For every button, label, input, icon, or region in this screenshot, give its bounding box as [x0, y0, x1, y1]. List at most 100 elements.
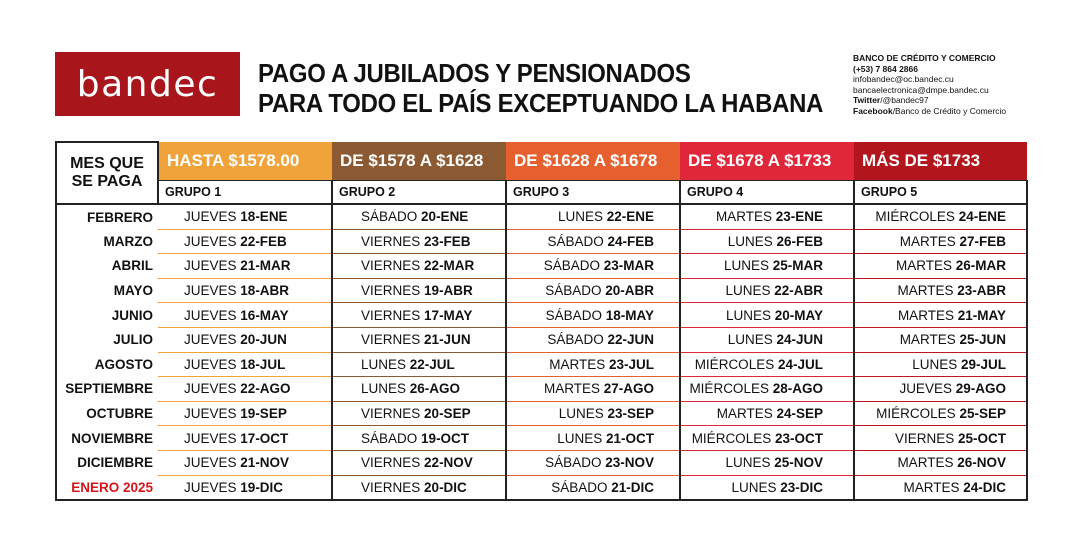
email-electronic: bancaelectronica@dmpe.bandec.cu	[853, 84, 989, 95]
email-info: infobandec@oc.bandec.cu	[853, 74, 954, 84]
payment-date: 26-AGO	[409, 381, 461, 397]
weekday: LUNES	[725, 455, 771, 471]
payment-date: 21-MAR	[240, 258, 291, 274]
payment-date-cell: JUEVES 20-JUN	[158, 327, 332, 353]
weekday: SÁBADO	[547, 332, 604, 348]
group-header-row: GRUPO 1 GRUPO 2 GRUPO 3 GRUPO 4 GRUPO 5	[56, 180, 1028, 205]
month-cell: NOVIEMBRE	[55, 425, 158, 451]
table-row: AGOSTO JUEVES 18-JUL LUNES 22-JUL MARTES 23…	[55, 352, 1028, 378]
table-row: ENERO 2025 JUEVES 19-DIC VIERNES 20-DIC SÁB…	[55, 475, 1028, 502]
payment-date-cell: JUEVES 17-OCT	[158, 425, 332, 451]
weekday: MARTES	[897, 455, 954, 471]
payment-date: 22-ABR	[774, 283, 823, 299]
range-header-grupo-4: DE $1678 A $1733	[680, 142, 854, 181]
weekday: VIERNES	[894, 430, 955, 446]
payment-date-cell: MARTES 24-DIC	[853, 475, 1028, 502]
group-label-4: GRUPO 4	[679, 180, 854, 205]
month-cell: AGOSTO	[55, 352, 158, 377]
page-title: PAGO A JUBILADOS Y PENSIONADOS PARA TODO…	[258, 58, 823, 118]
payment-date-cell: SÁBADO 20-ABR	[505, 278, 680, 304]
weekday: JUEVES	[184, 479, 237, 495]
month-header: MES QUE SE PAGA	[55, 141, 159, 205]
group-label-2: GRUPO 2	[331, 180, 506, 205]
payment-date-cell: MARTES 26-NOV	[853, 450, 1028, 476]
weekday: MIÉRCOLES	[689, 381, 769, 397]
payment-date-cell: SÁBADO 21-DIC	[505, 475, 680, 502]
payment-date: 22-AGO	[240, 381, 291, 397]
facebook-label: Facebook	[853, 105, 893, 116]
bandec-logo: bandec	[55, 52, 240, 116]
payment-date: 19-ABR	[424, 283, 473, 299]
payment-date-cell: MIÉRCOLES 24-ENE	[853, 204, 1028, 230]
payment-date: 29-JUL	[960, 356, 1006, 372]
payment-date-cell: MARTES 23-ENE	[679, 204, 854, 230]
payment-date-cell: LUNES 26-FEB	[679, 229, 854, 255]
payment-date-cell: LUNES 24-JUN	[679, 327, 854, 353]
payment-date-cell: MARTES 24-SEP	[679, 401, 854, 427]
month-cell: SEPTIEMBRE	[55, 376, 158, 402]
month-cell: FEBRERO	[55, 204, 158, 230]
payment-date: 23-JUL	[608, 356, 654, 372]
payment-date-cell: MARTES 27-FEB	[853, 229, 1028, 255]
payment-date: 17-MAY	[424, 307, 473, 323]
weekday: JUEVES	[184, 406, 237, 422]
payment-date-cell: VIERNES 22-MAR	[331, 253, 506, 279]
payment-date: 20-MAY	[774, 307, 823, 323]
weekday: MARTES	[897, 283, 954, 299]
payment-date: 26-MAR	[955, 258, 1006, 274]
weekday: MARTES	[899, 233, 956, 249]
payment-date-cell: JUEVES 22-AGO	[158, 376, 332, 402]
weekday: MIÉRCOLES	[876, 406, 956, 422]
payment-date-cell: LUNES 21-OCT	[505, 425, 680, 451]
payment-date-cell: LUNES 22-JUL	[331, 352, 506, 378]
payment-date: 23-MAR	[603, 258, 654, 274]
range-header-grupo-5: MÁS DE $1733	[854, 142, 1027, 181]
weekday: LUNES	[557, 430, 603, 446]
month-cell: MAYO	[55, 278, 158, 303]
payment-date: 23-OCT	[774, 430, 823, 446]
weekday: LUNES	[557, 209, 603, 225]
table-row: MAYO JUEVES 18-ABR VIERNES 19-ABR SÁBADO 20…	[55, 278, 1028, 304]
payment-date: 18-MAY	[605, 307, 654, 323]
payment-date-cell: LUNES 20-MAY	[679, 302, 854, 328]
payment-date: 20-SEP	[424, 406, 471, 422]
payment-date-cell: JUEVES 21-MAR	[158, 253, 332, 279]
weekday: VIERNES	[361, 455, 421, 471]
payment-date: 24-JUL	[777, 356, 823, 372]
payment-date: 27-FEB	[959, 233, 1006, 249]
payment-date-cell: VIERNES 17-MAY	[331, 302, 506, 328]
contact-info: BANCO DE CRÉDITO Y COMERCIO (+53) 7 864 …	[853, 53, 1006, 116]
table-row: JULIO JUEVES 20-JUN VIERNES 21-JUN SÁBADO 2…	[55, 327, 1028, 353]
weekday: VIERNES	[361, 258, 421, 274]
payment-date: 24-FEB	[607, 233, 654, 249]
group-label-1: GRUPO 1	[157, 180, 332, 205]
payment-date: 24-ENE	[958, 209, 1006, 225]
payment-date: 23-FEB	[424, 233, 471, 249]
weekday: JUEVES	[184, 356, 237, 372]
weekday: SÁBADO	[545, 283, 602, 299]
table-row: FEBRERO JUEVES 18-ENE SÁBADO 20-ENE LUNES 2…	[55, 204, 1028, 230]
payment-date-cell: VIERNES 19-ABR	[331, 278, 506, 304]
payment-date-cell: MIÉRCOLES 24-JUL	[679, 352, 854, 378]
payment-date-cell: VIERNES 20-SEP	[331, 401, 506, 427]
payment-date: 20-JUN	[240, 332, 287, 348]
weekday: MARTES	[715, 209, 772, 225]
payment-date-cell: LUNES 25-NOV	[679, 450, 854, 476]
bank-name: BANCO DE CRÉDITO Y COMERCIO	[853, 53, 996, 63]
payment-date-cell: MARTES 23-ABR	[853, 278, 1028, 304]
payment-date-cell: MARTES 26-MAR	[853, 253, 1028, 279]
weekday: MARTES	[895, 258, 952, 274]
payment-date-cell: LUNES 23-SEP	[505, 401, 680, 427]
payment-date-cell: SÁBADO 22-JUN	[505, 327, 680, 353]
weekday: JUEVES	[184, 381, 237, 397]
weekday: SÁBADO	[551, 479, 608, 495]
payment-date-cell: JUEVES 22-FEB	[158, 229, 332, 255]
payment-date: 22-NOV	[424, 455, 473, 471]
table-row: SEPTIEMBRE JUEVES 22-AGO LUNES 26-AGO MARTE…	[55, 376, 1028, 402]
month-cell: ABRIL	[55, 253, 158, 279]
weekday: LUNES	[731, 479, 777, 495]
payment-date-cell: MARTES 21-MAY	[853, 302, 1028, 328]
table-row: DICIEMBRE JUEVES 21-NOV VIERNES 22-NOV SÁBA…	[55, 450, 1028, 476]
payment-date-cell: MARTES 23-JUL	[505, 352, 680, 378]
logo-text: bandec	[76, 63, 219, 105]
